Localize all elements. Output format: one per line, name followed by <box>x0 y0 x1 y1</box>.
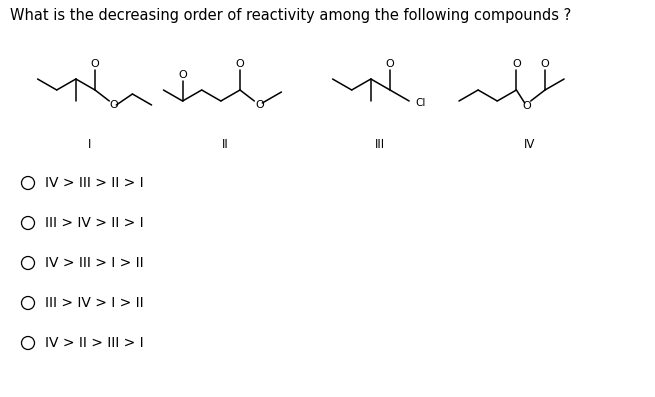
Text: O: O <box>255 100 264 110</box>
Text: Cl: Cl <box>415 98 426 108</box>
Text: O: O <box>522 101 531 111</box>
Text: IV > II > III > I: IV > II > III > I <box>45 336 143 350</box>
Text: I: I <box>88 139 92 152</box>
Text: IV > III > II > I: IV > III > II > I <box>45 176 143 190</box>
Text: III: III <box>375 139 385 152</box>
Text: O: O <box>109 100 118 110</box>
Text: O: O <box>386 59 394 69</box>
Text: IV > III > I > II: IV > III > I > II <box>45 256 143 270</box>
Text: What is the decreasing order of reactivity among the following compounds ?: What is the decreasing order of reactivi… <box>10 8 571 23</box>
Text: O: O <box>540 59 550 69</box>
Text: O: O <box>178 70 187 80</box>
Text: II: II <box>221 139 229 152</box>
Text: III > IV > I > II: III > IV > I > II <box>45 296 143 310</box>
Text: IV: IV <box>524 139 536 152</box>
Text: III > IV > II > I: III > IV > II > I <box>45 216 143 230</box>
Text: O: O <box>90 59 100 69</box>
Text: O: O <box>236 59 244 69</box>
Text: O: O <box>512 59 521 69</box>
